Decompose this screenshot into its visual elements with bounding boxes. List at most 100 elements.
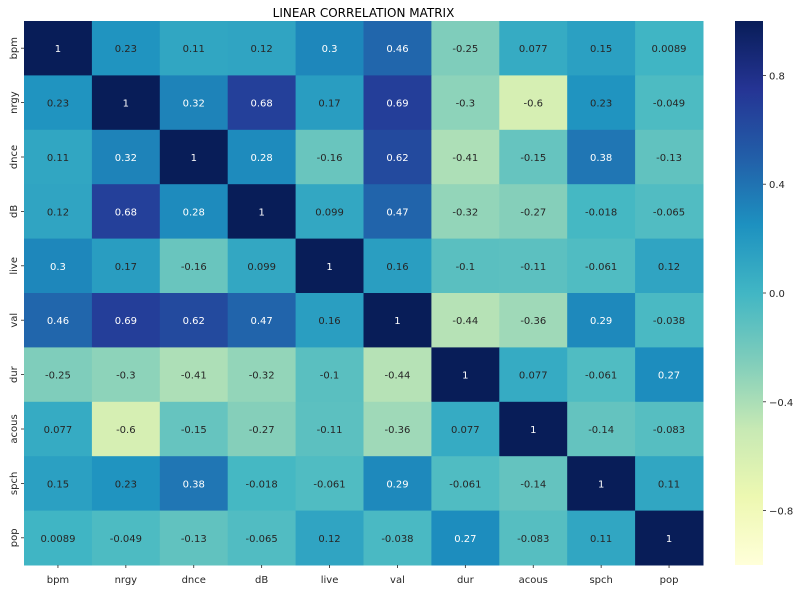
cell-value-label: -0.41 [452, 153, 478, 164]
heatmap-cell [24, 184, 93, 240]
cell-value-label: 0.12 [658, 262, 680, 273]
heatmap-cell [227, 238, 297, 294]
heatmap-cell [159, 347, 229, 403]
heatmap-cell [24, 347, 93, 403]
cell-value-label: 0.28 [251, 153, 273, 164]
heatmap-cell [24, 510, 93, 566]
cell-value-label: -0.25 [452, 44, 478, 55]
heatmap-cell [499, 401, 568, 457]
y-tick-label: dnce [9, 145, 20, 169]
cell-value-label: 0.12 [251, 44, 273, 55]
cell-value-label: 0.11 [47, 153, 69, 164]
heatmap-cell [227, 401, 297, 457]
heatmap-cell [431, 401, 500, 457]
heatmap-cell [431, 184, 500, 240]
heatmap-cell [24, 456, 93, 512]
cell-value-label: -0.36 [385, 425, 411, 436]
heatmap-cell [159, 184, 229, 240]
cell-value-label: 0.32 [115, 153, 137, 164]
cell-value-label: 0.38 [590, 153, 612, 164]
heatmap-cell [499, 184, 568, 240]
heatmap-cell [431, 238, 500, 294]
cell-value-label: 0.69 [115, 316, 137, 327]
cell-value-label: 0.28 [183, 207, 205, 218]
heatmap-cell [227, 456, 297, 512]
cell-value-label: 0.16 [318, 316, 340, 327]
heatmap-cell [431, 293, 500, 348]
cell-value-label: 0.077 [451, 425, 480, 436]
heatmap-cell [91, 238, 161, 294]
heatmap-cell [227, 510, 297, 566]
heatmap-cell [363, 510, 432, 566]
cell-value-label: -0.3 [116, 371, 136, 382]
heatmap-cell [24, 238, 93, 294]
heatmap-cell [635, 75, 704, 131]
cell-value-label: 0.12 [318, 534, 340, 545]
heatmap-cell [567, 293, 636, 348]
cell-value-label: -0.15 [181, 425, 207, 436]
heatmap-cells [24, 21, 704, 566]
heatmap-cell [363, 129, 432, 185]
cell-value-label: -0.11 [317, 425, 343, 436]
cell-value-label: 0.15 [47, 479, 69, 490]
heatmap-cell [567, 75, 636, 131]
heatmap-cell [363, 21, 432, 76]
cell-value-label: 0.23 [47, 99, 69, 110]
heatmap-cell [567, 184, 636, 240]
heatmap-cell [24, 293, 93, 348]
cell-value-label: 1 [462, 371, 468, 382]
x-tick-label: acous [519, 575, 548, 586]
cell-value-label: -0.083 [517, 534, 549, 545]
heatmap-cell [567, 21, 636, 76]
cell-value-label: 0.0089 [40, 534, 75, 545]
cell-value-label: 0.47 [251, 316, 273, 327]
heatmap-cell [295, 347, 364, 403]
y-tick-label: pop [9, 528, 20, 547]
heatmap-cell [227, 347, 297, 403]
cell-value-label: -0.061 [449, 479, 481, 490]
cell-value-label: 1 [258, 207, 264, 218]
heatmap-cell-labels: 1 0.23 0.11 0.12 0.3 0.46 -0.25 0.077 0.15 0.0089… [40, 44, 686, 545]
heatmap-cell [227, 129, 297, 185]
heatmap-cell [295, 401, 364, 457]
cell-value-label: 0.11 [183, 44, 205, 55]
heatmap-cell [635, 293, 704, 348]
cell-value-label: 0.23 [590, 99, 612, 110]
heatmap-cell [567, 401, 636, 457]
cell-value-label: 0.3 [322, 44, 338, 55]
cell-value-label: 0.099 [315, 207, 344, 218]
heatmap-cell [295, 21, 364, 76]
heatmap-cell [499, 456, 568, 512]
cell-value-label: -0.32 [452, 207, 478, 218]
cell-value-label: -0.083 [653, 425, 685, 436]
cell-value-label: -0.038 [381, 534, 413, 545]
heatmap-cell [431, 456, 500, 512]
cell-value-label: -0.6 [116, 425, 136, 436]
cell-value-label: 0.38 [183, 479, 205, 490]
heatmap-cell [91, 347, 161, 403]
heatmap-cell [431, 347, 500, 403]
cell-value-label: -0.1 [320, 371, 340, 382]
heatmap-cell [499, 293, 568, 348]
cell-value-label: -0.6 [523, 99, 543, 110]
cell-value-label: -0.27 [249, 425, 275, 436]
x-tick-label: bpm [47, 575, 69, 586]
heatmap-cell [24, 129, 93, 185]
cell-value-label: 0.62 [386, 153, 408, 164]
chart-title: LINEAR CORRELATION MATRIX [273, 6, 455, 20]
y-axis-ticks: bpm nrgy dnce dB live val dur acous spch pop [9, 37, 24, 547]
cell-value-label: 0.15 [590, 44, 612, 55]
x-tick-label: pop [660, 575, 679, 586]
cell-value-label: 0.69 [386, 99, 408, 110]
heatmap-cell [159, 75, 229, 131]
cell-value-label: 1 [55, 44, 61, 55]
cell-value-label: 0.099 [247, 262, 276, 273]
heatmap-cell [363, 293, 432, 348]
cell-value-label: 1 [530, 425, 536, 436]
heatmap-cell [499, 75, 568, 131]
cell-value-label: -0.049 [110, 534, 142, 545]
cell-value-label: -0.061 [313, 479, 345, 490]
cell-value-label: 0.0089 [652, 44, 687, 55]
y-tick-label: spch [9, 472, 20, 495]
heatmap-cell [227, 184, 297, 240]
